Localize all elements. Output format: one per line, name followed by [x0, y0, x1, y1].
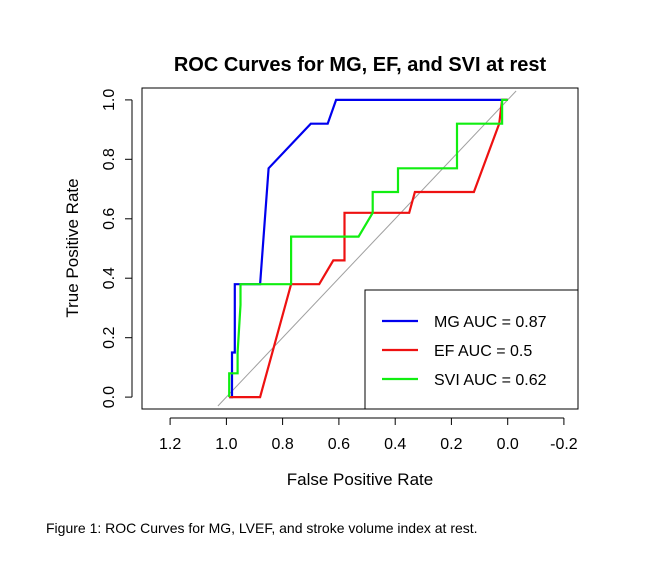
x-tick-label: 0.8 — [271, 436, 293, 453]
y-tick-label: 0.0 — [101, 386, 118, 408]
y-tick-label: 0.6 — [101, 208, 118, 230]
figure-caption: Figure 1: ROC Curves for MG, LVEF, and s… — [46, 520, 478, 536]
y-tick-label: 0.2 — [101, 326, 118, 348]
x-tick-label: 0.4 — [384, 436, 406, 453]
legend-label-2: EF AUC = 0.5 — [434, 343, 532, 360]
y-axis: 0.0 0.2 0.4 0.6 0.8 1.0 — [101, 89, 133, 408]
x-tick-label: 0.6 — [328, 436, 350, 453]
roc-curves — [217, 90, 517, 407]
y-tick-label: 0.8 — [101, 148, 118, 170]
series-line-2 — [229, 98, 508, 399]
x-axis-label: False Positive Rate — [287, 470, 433, 489]
chart-title: ROC Curves for MG, EF, and SVI at rest — [174, 54, 547, 76]
x-tick-label: 1.2 — [159, 436, 181, 453]
legend-label-3: SVI AUC = 0.62 — [434, 372, 547, 389]
y-tick-label: 0.4 — [101, 267, 118, 289]
y-axis-label: True Positive Rate — [63, 178, 82, 317]
legend: MG AUC = 0.87 EF AUC = 0.5 SVI AUC = 0.62 — [364, 289, 579, 410]
series-line-3 — [228, 98, 508, 398]
plot-frame — [141, 87, 579, 410]
legend-label-1: MG AUC = 0.87 — [434, 314, 547, 331]
y-tick-label: 1.0 — [101, 89, 118, 111]
reference-diagonal-line — [217, 90, 517, 407]
x-tick-label: -0.2 — [550, 436, 578, 453]
x-tick-label: 0.2 — [440, 436, 462, 453]
x-axis: 1.2 1.0 0.8 0.6 0.4 0.2 0.0 -0.2 — [159, 417, 578, 453]
x-tick-label: 0.0 — [497, 436, 519, 453]
x-tick-label: 1.0 — [215, 436, 237, 453]
